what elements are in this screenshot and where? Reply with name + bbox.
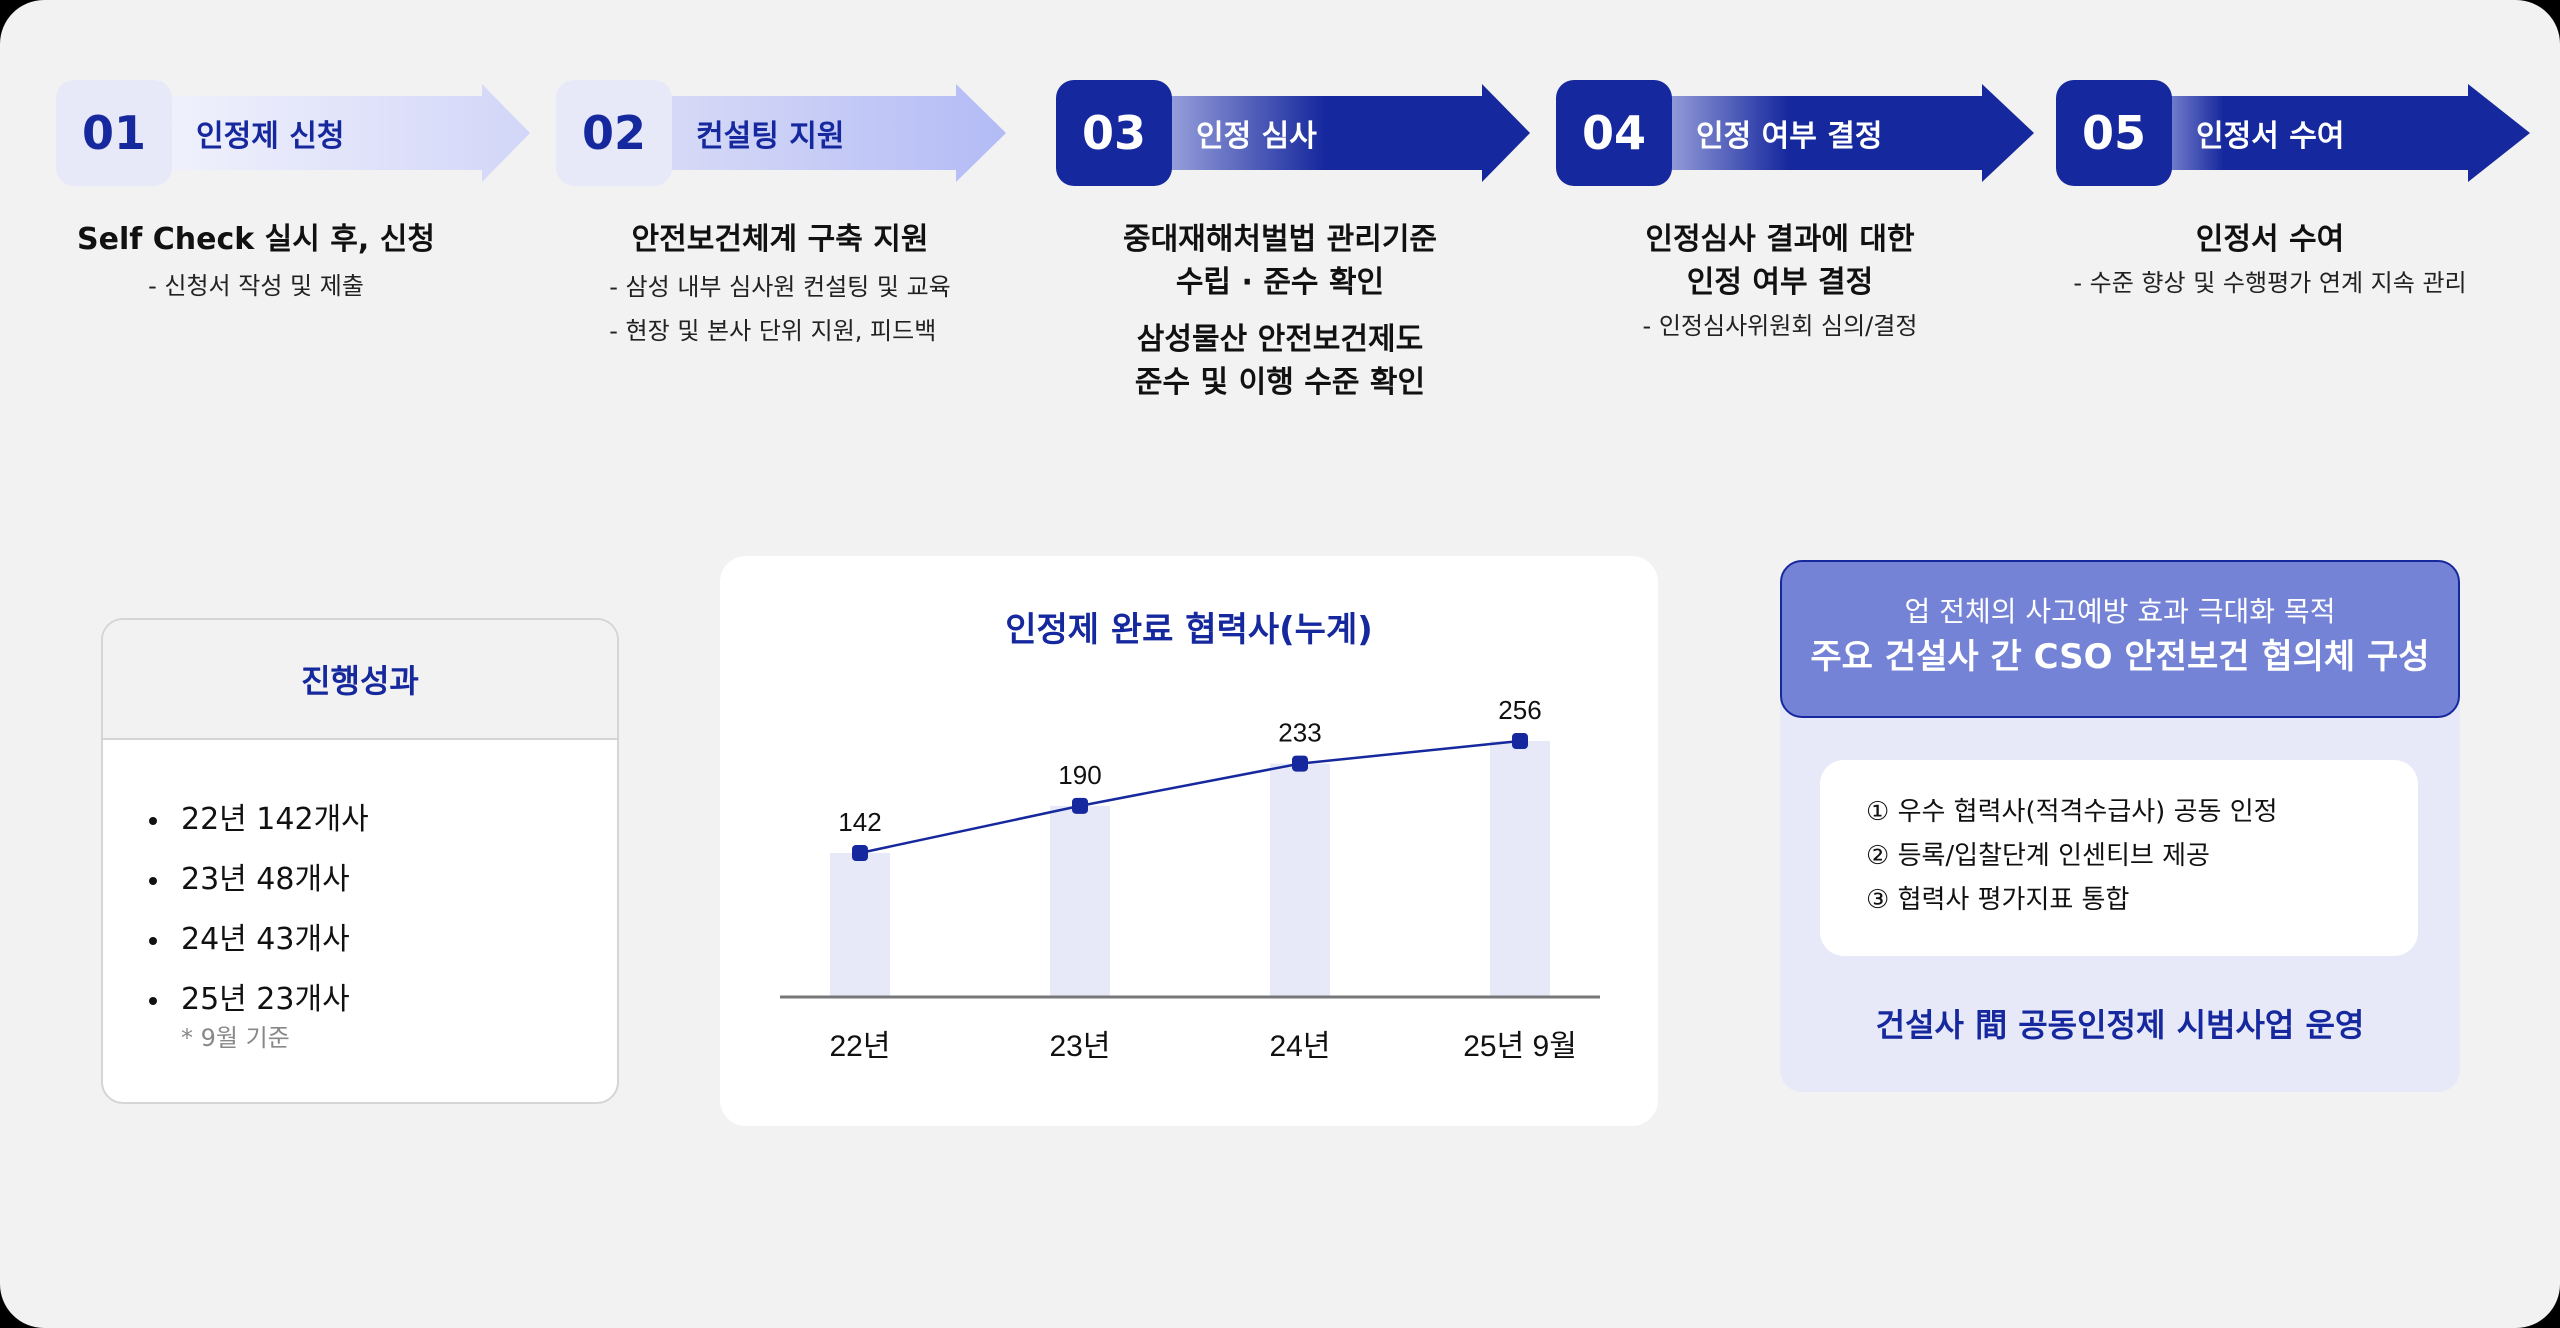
step-title: 인정서 수여: [2195, 222, 2345, 257]
results-list: 22년 142개사 23년 48개사 24년 43개사 25년 23개사: [103, 740, 617, 1030]
line-bar-chart: 142 22년 190 23년 233 24년 256 25년 9월: [780, 695, 1600, 1063]
council-items-box: ① 우수 협력사(적격수급사) 공동 인정 ② 등록/입찰단계 인센티브 제공 …: [1820, 760, 2418, 956]
step-02-description: 안전보건체계 구축 지원 - 삼성 내부 심사원 컨설팅 및 교육 - 현장 및…: [560, 218, 1000, 353]
step-number: 01: [56, 80, 172, 186]
list-item: ② 등록/입찰단계 인센티브 제공: [1866, 841, 2210, 871]
step-label: 인정 여부 결정: [1696, 119, 1883, 154]
step-number: 02: [556, 80, 672, 186]
chart-bar: [1050, 805, 1110, 996]
results-card: 진행성과 22년 142개사 23년 48개사 24년 43개사 25년 23개…: [101, 618, 619, 1104]
x-tick-label: 22년: [830, 1030, 891, 1063]
step-detail: - 현장 및 본사 단위 지원, 피드백: [609, 317, 937, 345]
list-item: ③ 협력사 평가지표 통합: [1866, 885, 2130, 915]
council-purpose: 업 전체의 사고예방 효과 극대화 목적: [1904, 595, 2336, 628]
chart-bar: [830, 853, 890, 996]
list-item: ① 우수 협력사(적격수급사) 공동 인정: [1866, 797, 2278, 827]
data-label: 256: [1498, 695, 1541, 725]
council-header: 업 전체의 사고예방 효과 극대화 목적 주요 건설사 간 CSO 안전보건 협…: [1780, 560, 2460, 718]
step-number: 04: [1556, 80, 1672, 186]
chart-card: 인정제 완료 협력사(누계) 142 22년 190 23년 233 24년 256 25년 …: [720, 556, 1658, 1126]
data-label: 233: [1278, 718, 1321, 748]
step-05-description: 인정서 수여 - 수준 향상 및 수행평가 연계 지속 관리: [2040, 218, 2500, 305]
step-detail: - 신청서 작성 및 제출: [148, 272, 364, 300]
arrow-right-icon: [1656, 84, 2034, 182]
step-title: 중대재해처벌법 관리기준: [1122, 222, 1438, 257]
step-title: Self Check 실시 후, 신청: [77, 222, 435, 257]
arrow-right-icon: [656, 84, 1006, 182]
step-03-description: 중대재해처벌법 관리기준 수립 · 준수 확인 삼성물산 안전보건제도 준수 및…: [1080, 218, 1480, 404]
data-point-marker: [852, 845, 868, 861]
data-label: 142: [838, 807, 881, 837]
step-02: 02 컨설팅 지원: [556, 80, 1016, 186]
step-title: 안전보건체계 구축 지원: [631, 222, 929, 257]
list-item: 22년 142개사: [147, 790, 617, 850]
arrow-right-icon: [2156, 84, 2530, 182]
list-item: 24년 43개사: [147, 910, 617, 970]
chart-bar: [1490, 741, 1550, 996]
arrow-right-icon: [156, 84, 530, 182]
step-title: 인정심사 결과에 대한: [1645, 222, 1915, 257]
step-05: 05 인정서 수여: [2056, 80, 2536, 186]
step-label: 인정제 신청: [196, 119, 345, 154]
step-detail: - 삼성 내부 심사원 컨설팅 및 교육: [609, 273, 951, 301]
step-title: 삼성물산 안전보건제도: [1136, 322, 1424, 357]
step-detail: - 인정심사위원회 심의/결정: [1642, 312, 1918, 340]
step-label: 컨설팅 지원: [696, 119, 845, 154]
x-tick-label: 23년: [1050, 1030, 1111, 1063]
x-tick-label: 25년 9월: [1463, 1030, 1577, 1063]
step-04-description: 인정심사 결과에 대한 인정 여부 결정 - 인정심사위원회 심의/결정: [1580, 218, 1980, 348]
step-01-description: Self Check 실시 후, 신청 - 신청서 작성 및 제출: [56, 218, 456, 311]
chart-line: [859, 739, 1521, 855]
step-03: 03 인정 심사: [1056, 80, 1536, 186]
council-title: 주요 건설사 간 CSO 안전보건 협의체 구성: [1810, 637, 2430, 677]
step-01: 01 인정제 신청: [56, 80, 536, 186]
council-card: 업 전체의 사고예방 효과 극대화 목적 주요 건설사 간 CSO 안전보건 협…: [1780, 560, 2460, 1092]
step-title: 준수 및 이행 수준 확인: [1134, 365, 1426, 400]
chart-bar: [1270, 763, 1330, 996]
data-point-marker: [1292, 755, 1308, 772]
list-item: 25년 23개사: [147, 970, 617, 1030]
list-item: 23년 48개사: [147, 850, 617, 910]
data-point-marker: [1512, 733, 1528, 749]
council-footer: 건설사 間 공동인정제 시범사업 운영: [1875, 1006, 2365, 1044]
step-title: 수립 · 준수 확인: [1175, 265, 1385, 300]
data-point-marker: [1072, 797, 1088, 814]
step-detail: - 수준 향상 및 수행평가 연계 지속 관리: [2073, 269, 2467, 297]
step-number: 03: [1056, 80, 1172, 186]
step-title: 인정 여부 결정: [1686, 265, 1874, 300]
x-tick-label: 24년: [1270, 1030, 1331, 1063]
arrow-right-icon: [1156, 84, 1530, 182]
step-number: 05: [2056, 80, 2172, 186]
step-label: 인정서 수여: [2196, 119, 2345, 154]
results-note: * 9월 기준: [181, 1024, 290, 1052]
data-label: 190: [1058, 760, 1101, 790]
step-label: 인정 심사: [1196, 119, 1317, 154]
chart-title: 인정제 완료 협력사(누계): [1005, 610, 1373, 650]
step-04: 04 인정 여부 결정: [1556, 80, 2036, 186]
results-title: 진행성과: [103, 620, 617, 740]
